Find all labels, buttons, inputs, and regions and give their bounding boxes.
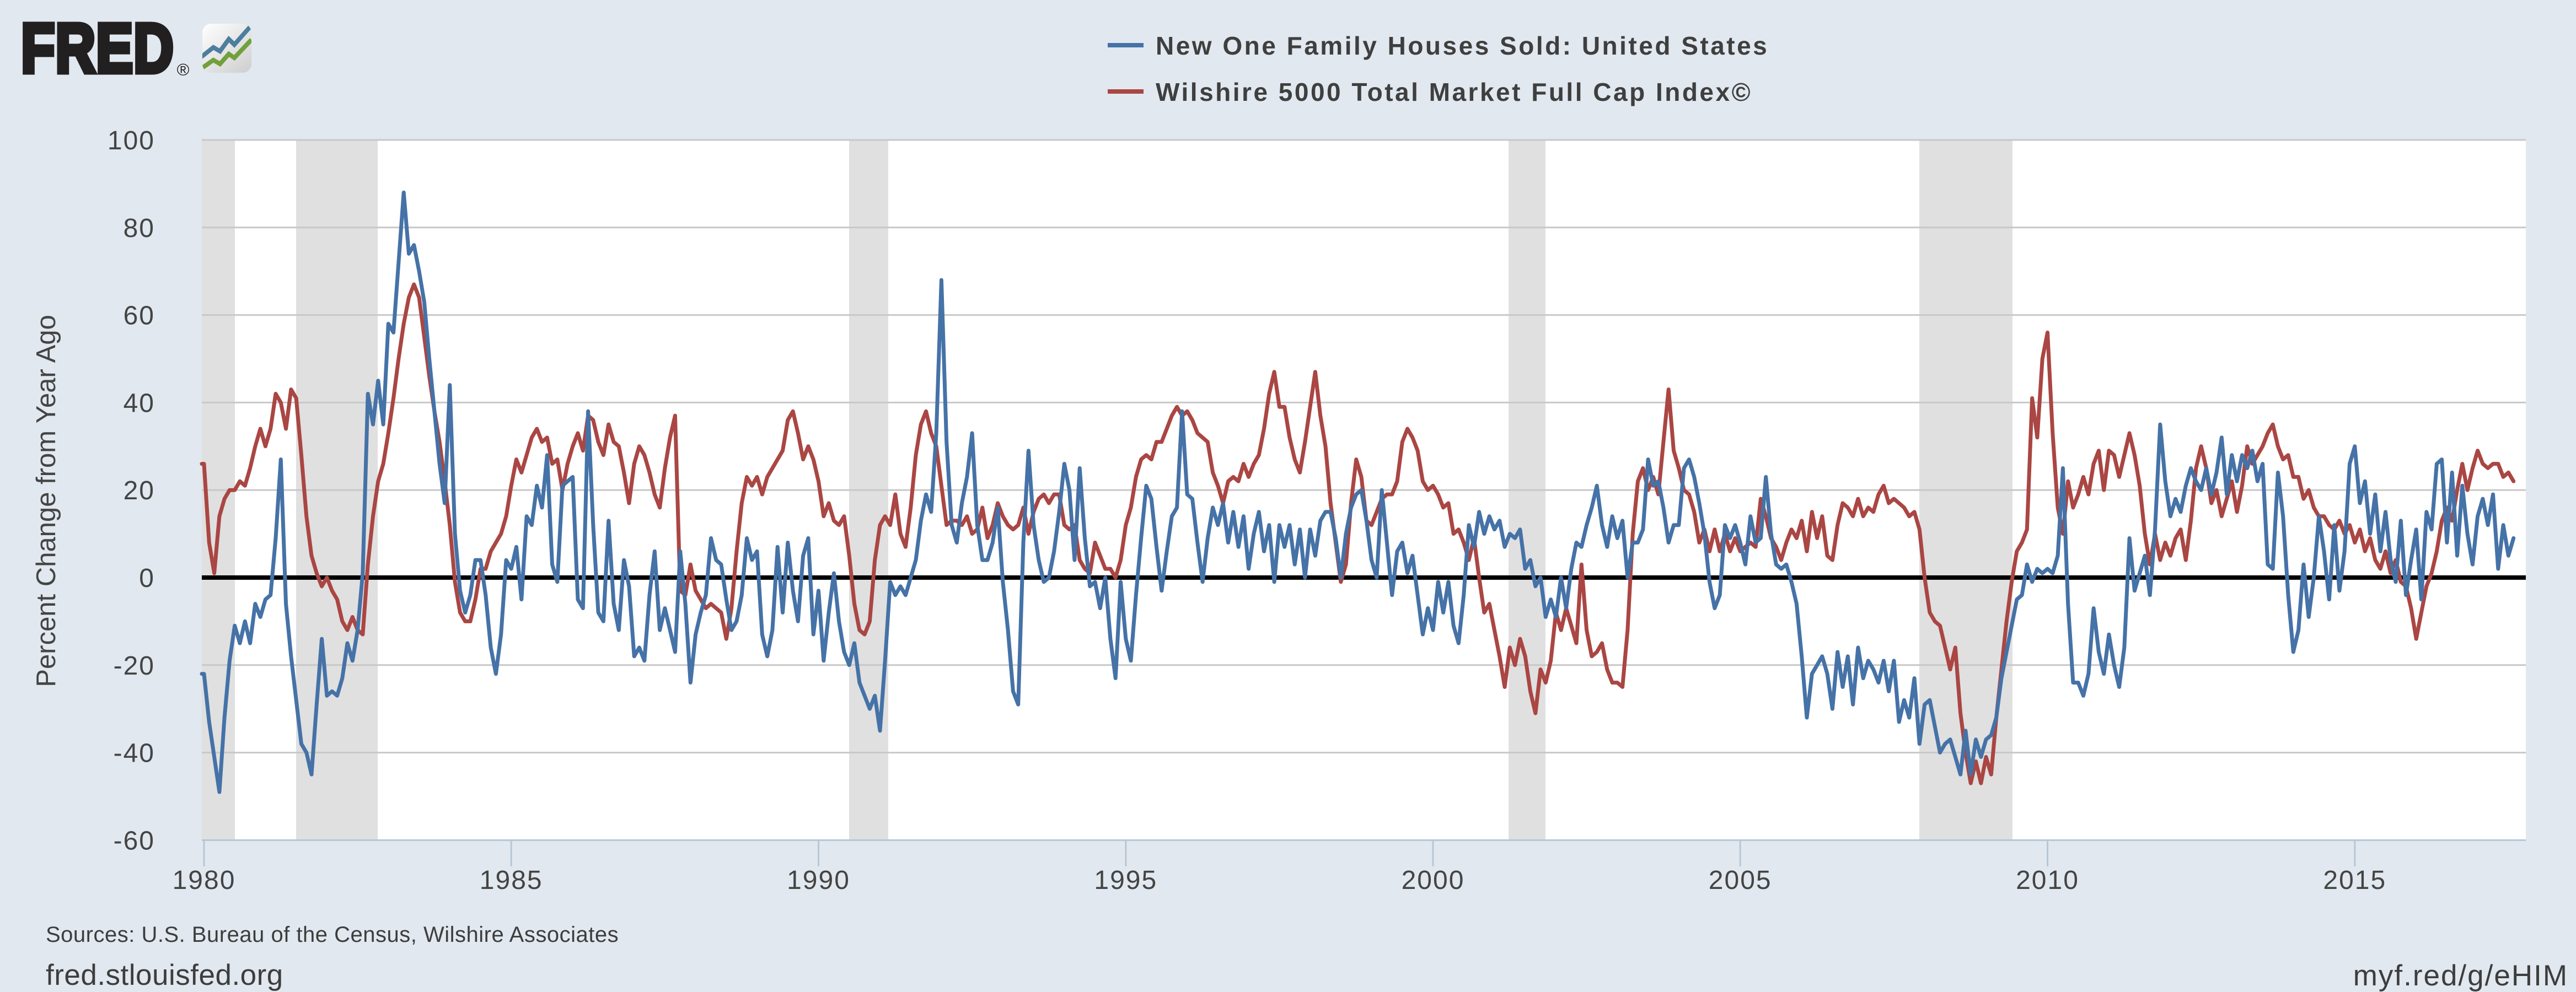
- svg-text:0: 0: [139, 564, 155, 593]
- svg-text:1995: 1995: [1094, 866, 1157, 895]
- svg-text:2015: 2015: [2323, 866, 2386, 895]
- svg-text:Sources: U.S. Bureau of the Ce: Sources: U.S. Bureau of the Census, Wils…: [46, 923, 619, 947]
- svg-text:-40: -40: [114, 739, 155, 768]
- svg-text:Wilshire 5000 Total Market Ful: Wilshire 5000 Total Market Full Cap Inde…: [1156, 78, 1752, 106]
- svg-text:®: ®: [177, 60, 190, 79]
- svg-text:1985: 1985: [480, 866, 543, 895]
- svg-text:-60: -60: [114, 826, 155, 855]
- svg-text:New One Family Houses Sold: Un: New One Family Houses Sold: United State…: [1156, 31, 1769, 60]
- svg-text:fred.stlouisfed.org: fred.stlouisfed.org: [46, 959, 283, 991]
- svg-text:40: 40: [124, 389, 155, 418]
- svg-text:2005: 2005: [1709, 866, 1772, 895]
- svg-text:60: 60: [124, 301, 155, 331]
- svg-text:Percent Change from Year Ago: Percent Change from Year Ago: [31, 315, 61, 687]
- svg-text:1980: 1980: [173, 866, 236, 895]
- svg-text:FRED: FRED: [21, 10, 174, 87]
- svg-text:80: 80: [124, 214, 155, 243]
- svg-text:20: 20: [124, 476, 155, 505]
- svg-text:1990: 1990: [787, 866, 850, 895]
- svg-text:2000: 2000: [1402, 866, 1465, 895]
- svg-text:100: 100: [108, 126, 155, 155]
- svg-text:2010: 2010: [2016, 866, 2079, 895]
- svg-text:-20: -20: [114, 651, 155, 681]
- svg-text:myf.red/g/eHIM: myf.red/g/eHIM: [2353, 959, 2568, 992]
